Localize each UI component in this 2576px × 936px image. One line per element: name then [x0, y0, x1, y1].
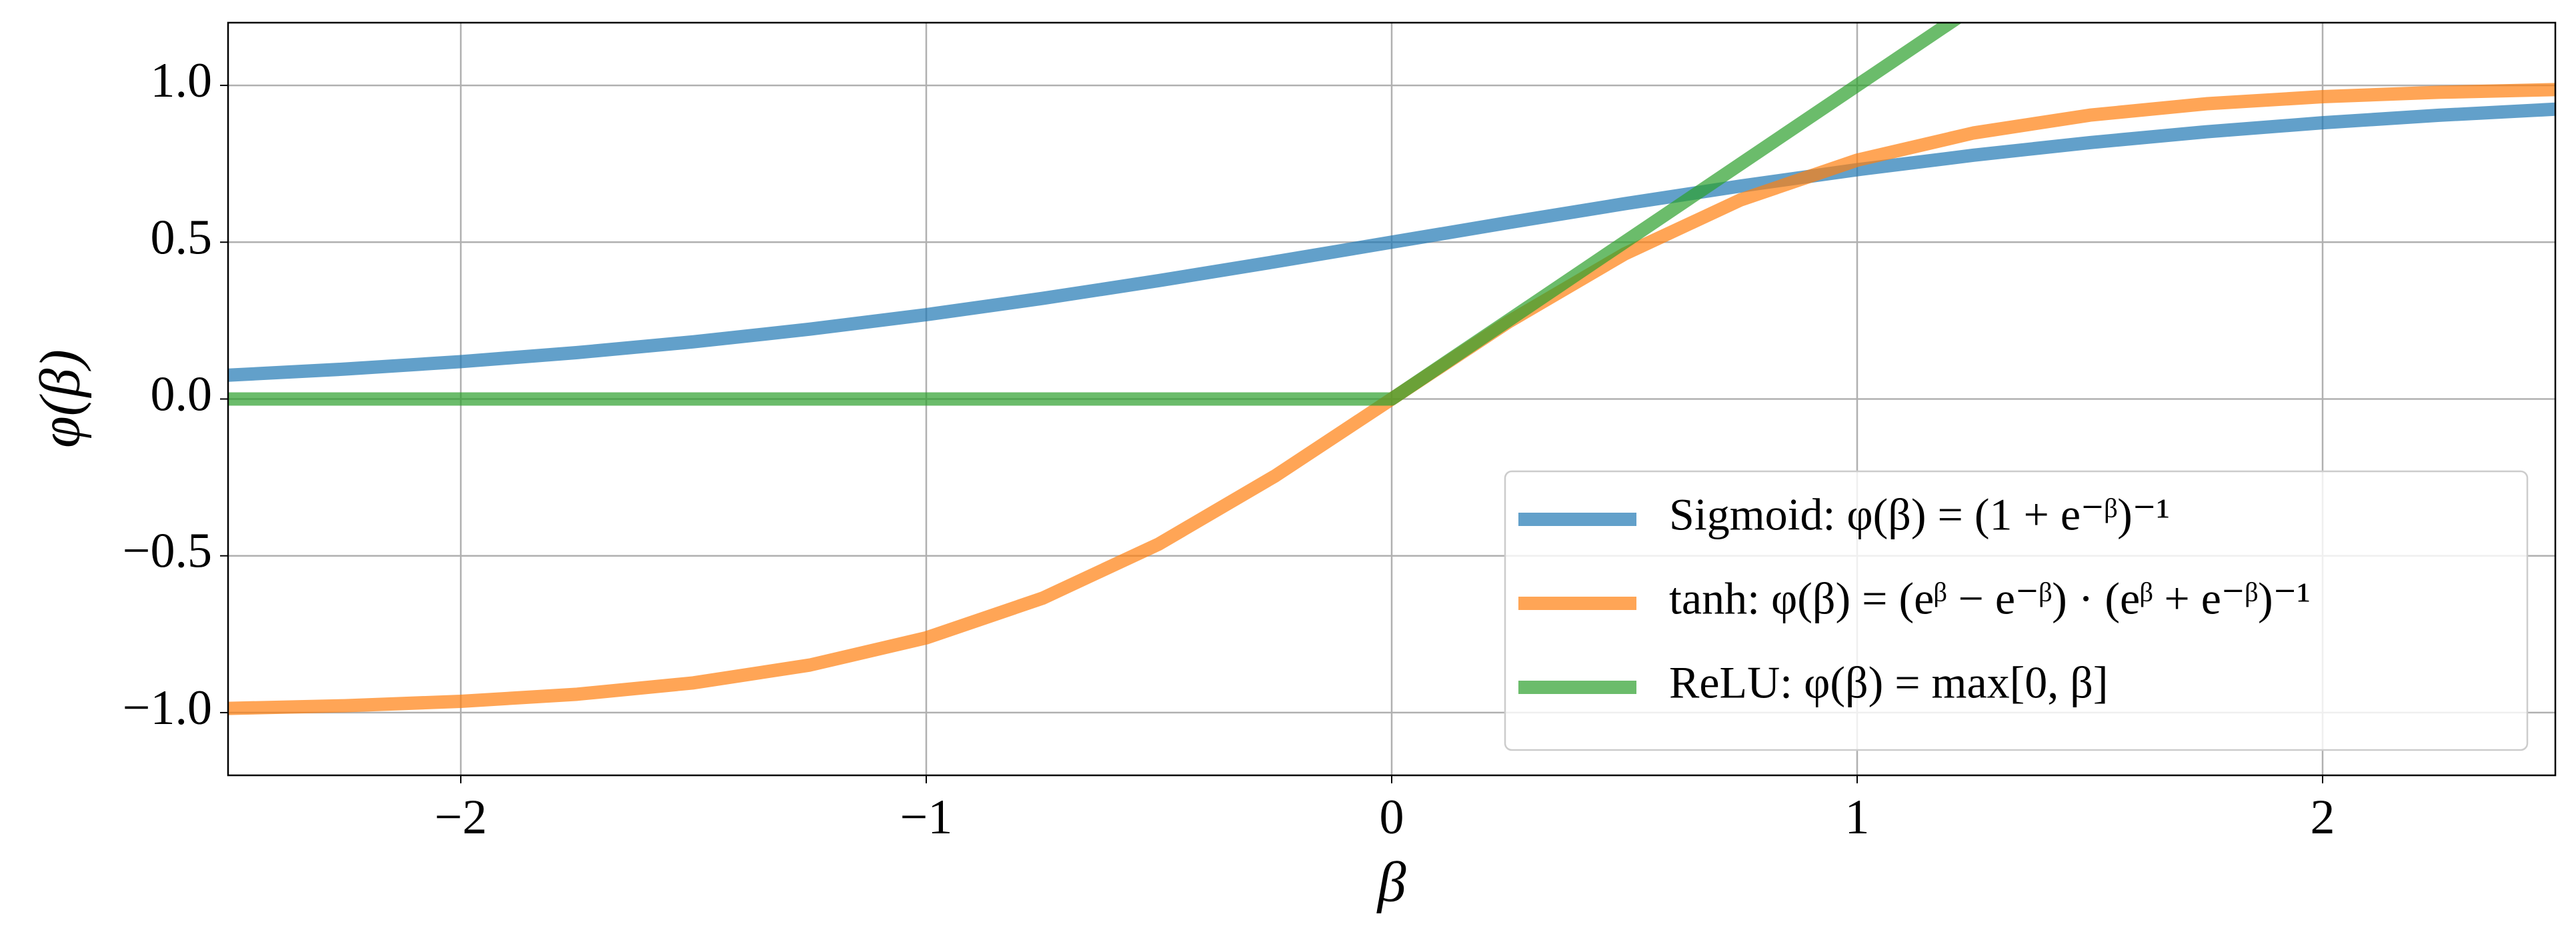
- y-tick-label: −0.5: [123, 524, 212, 579]
- legend-box: [1504, 470, 2529, 751]
- legend-label: Sigmoid: φ(β) = (1 + e⁻ᵝ)⁻¹: [1669, 489, 2170, 540]
- y-tick-label: 0.5: [151, 210, 213, 265]
- y-tick-label: 0.0: [151, 367, 213, 421]
- axes-frame: [227, 21, 2557, 777]
- legend-label: tanh: φ(β) = (eᵝ − e⁻ᵝ) · (eᵝ + e⁻ᵝ)⁻¹: [1669, 573, 2311, 624]
- line-series: [228, 23, 1963, 406]
- x-tick-label: 0: [1380, 790, 1404, 845]
- legend: Sigmoid: φ(β) = (1 + e⁻ᵝ)⁻¹ tanh: φ(β) = …: [1504, 470, 2529, 751]
- x-tick-label: −1: [900, 790, 953, 845]
- x-tick-label: 1: [1845, 790, 1870, 845]
- x-tick-label: −2: [435, 790, 487, 845]
- legend-label: ReLU: φ(β) = max[0, β]: [1669, 657, 2109, 708]
- x-tick-label: 2: [2311, 790, 2335, 845]
- plot-area: [228, 23, 2555, 715]
- y-tick-label: −1.0: [123, 681, 212, 735]
- line-series: [228, 102, 2555, 382]
- y-tick-label: 1.0: [151, 53, 213, 108]
- x-axis-label: β: [1376, 850, 1406, 914]
- y-axis-label: φ(β): [28, 349, 92, 448]
